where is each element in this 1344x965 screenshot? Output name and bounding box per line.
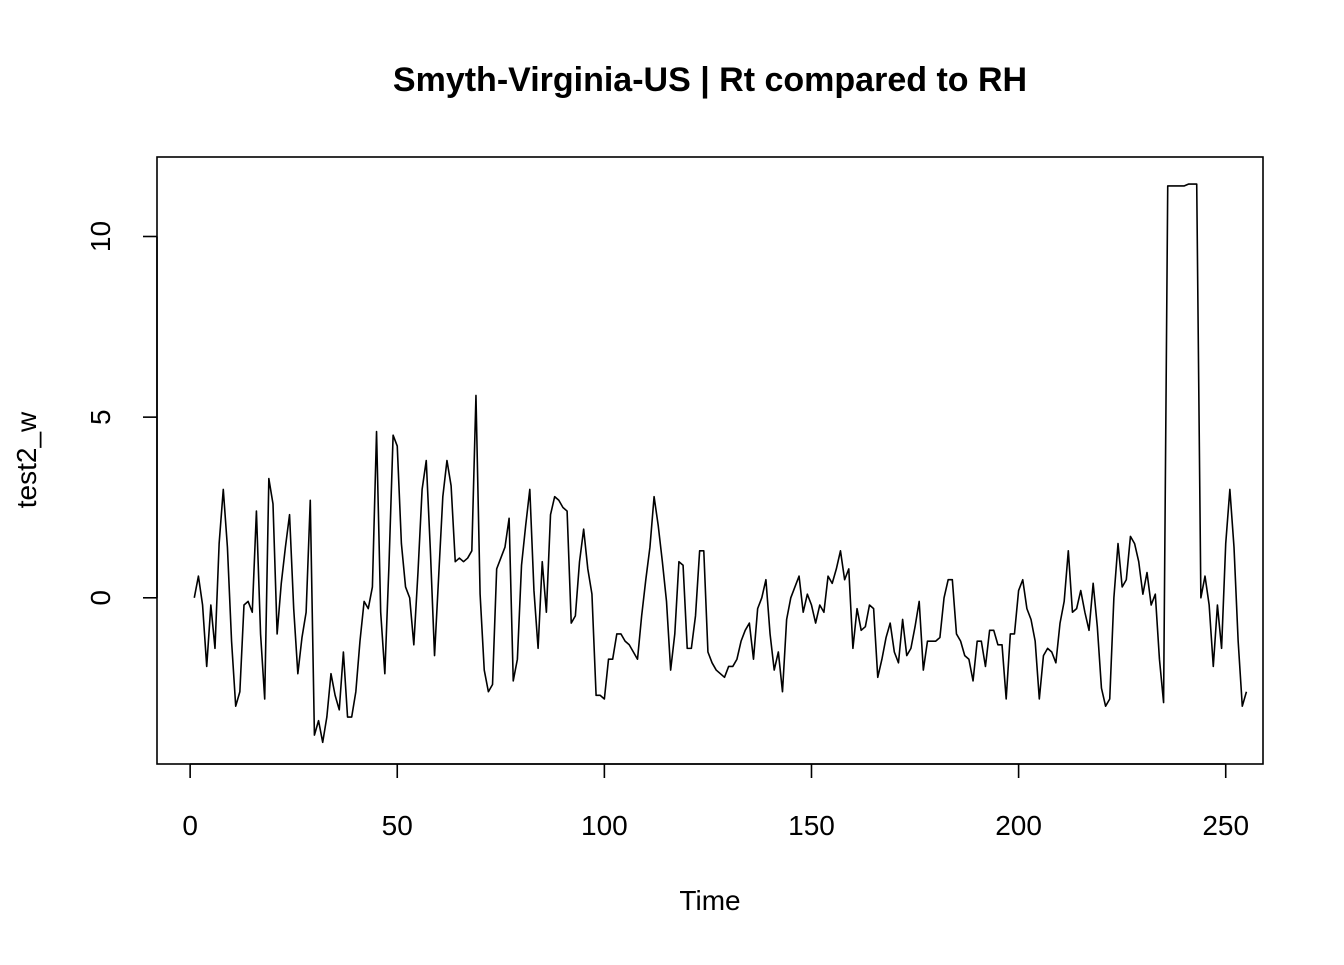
x-tick-label: 150 bbox=[788, 810, 835, 841]
x-axis: 0 50 100 150 200 250 bbox=[182, 764, 1249, 841]
x-tick-label: 250 bbox=[1202, 810, 1249, 841]
y-axis: 0 5 10 bbox=[85, 221, 157, 606]
y-tick-label: 10 bbox=[85, 221, 116, 252]
y-tick-label: 5 bbox=[85, 409, 116, 425]
x-tick-label: 100 bbox=[581, 810, 628, 841]
x-tick-label: 50 bbox=[382, 810, 413, 841]
chart-title: Smyth-Virginia-US | Rt compared to RH bbox=[393, 61, 1027, 99]
x-axis-label: Time bbox=[679, 885, 740, 916]
x-tick-label: 200 bbox=[995, 810, 1042, 841]
series-layer bbox=[194, 184, 1246, 742]
plot-frame bbox=[157, 157, 1263, 764]
x-tick-label: 0 bbox=[182, 810, 198, 841]
series-line bbox=[194, 184, 1246, 742]
y-tick-label: 0 bbox=[85, 590, 116, 606]
y-axis-label: test2_w bbox=[11, 411, 42, 508]
